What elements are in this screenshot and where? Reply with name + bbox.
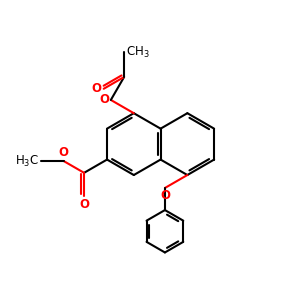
Text: CH$_3$: CH$_3$ [126, 44, 149, 59]
Text: O: O [59, 146, 69, 159]
Text: O: O [160, 190, 170, 202]
Text: O: O [79, 198, 89, 211]
Text: H$_3$C: H$_3$C [15, 154, 39, 169]
Text: O: O [99, 93, 109, 106]
Text: O: O [92, 82, 101, 95]
